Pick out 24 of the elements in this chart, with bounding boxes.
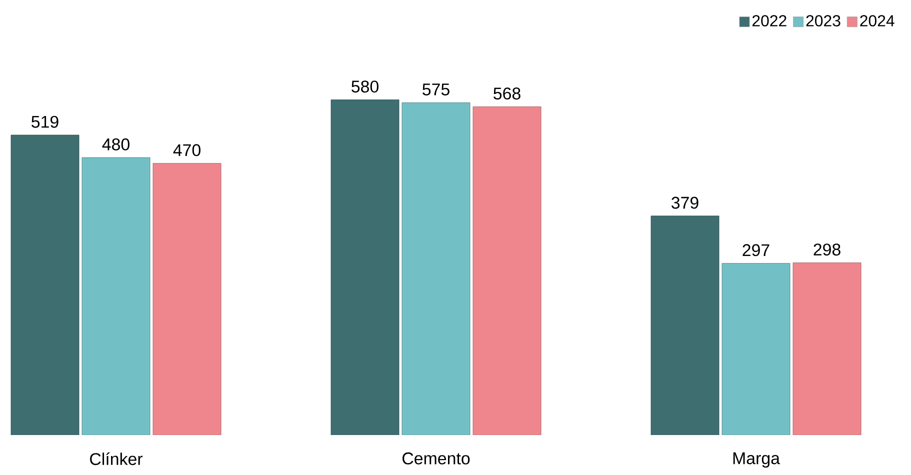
data-label: 575 xyxy=(422,84,450,96)
legend-label: 2022 xyxy=(752,15,786,26)
bar xyxy=(472,106,542,435)
bar xyxy=(152,163,222,435)
bar xyxy=(792,262,862,435)
bar xyxy=(402,102,470,435)
data-label: 470 xyxy=(173,144,200,156)
data-label: 298 xyxy=(814,244,840,256)
data-label: 568 xyxy=(494,88,520,100)
x-tick-label: Clínker xyxy=(90,452,143,466)
data-label: 297 xyxy=(742,244,770,256)
bar xyxy=(10,134,80,435)
data-label: 480 xyxy=(102,138,130,150)
data-label: 519 xyxy=(32,116,58,128)
bar xyxy=(722,263,790,435)
data-label: 379 xyxy=(672,196,698,209)
bar xyxy=(82,157,150,435)
data-label: 580 xyxy=(352,80,378,93)
x-tick-label: Cemento xyxy=(402,452,470,464)
legend-label: 2023 xyxy=(806,15,840,26)
bar xyxy=(330,100,400,435)
x-tick-label: Marga xyxy=(733,452,780,468)
bar xyxy=(650,216,720,435)
legend-label: 2024 xyxy=(860,15,894,26)
